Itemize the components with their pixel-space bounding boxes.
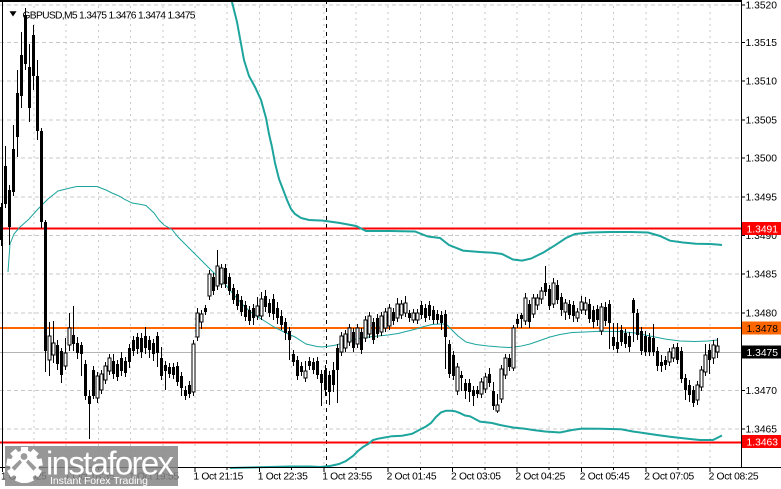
svg-text:1.3470: 1.3470 [746, 386, 778, 397]
svg-text:2 Oct 03:05: 2 Oct 03:05 [451, 472, 501, 483]
svg-text:1.3495: 1.3495 [746, 193, 778, 204]
svg-text:1.3478: 1.3478 [747, 324, 779, 335]
svg-text:2 Oct 05:45: 2 Oct 05:45 [580, 472, 630, 483]
svg-text:instaforex: instaforex [46, 445, 175, 482]
svg-text:1.3505: 1.3505 [746, 116, 778, 127]
svg-text:1.3491: 1.3491 [747, 224, 779, 235]
svg-text:1.3510: 1.3510 [746, 77, 778, 88]
svg-text:1.3463: 1.3463 [747, 437, 779, 448]
svg-text:1.3480: 1.3480 [746, 309, 778, 320]
svg-text:1.3520: 1.3520 [746, 1, 778, 12]
svg-text:2 Oct 01:45: 2 Oct 01:45 [387, 472, 437, 483]
svg-text:2 Oct 04:25: 2 Oct 04:25 [515, 472, 565, 483]
svg-text:GBPUSD,M5 1.3475 1.3476 1.3474: GBPUSD,M5 1.3475 1.3476 1.3474 1.3475 [23, 11, 196, 22]
svg-text:1 Oct 22:35: 1 Oct 22:35 [258, 472, 308, 483]
svg-text:1 Oct 23:55: 1 Oct 23:55 [322, 472, 372, 483]
svg-text:2 Oct 07:05: 2 Oct 07:05 [644, 472, 694, 483]
svg-text:2 Oct 08:25: 2 Oct 08:25 [709, 472, 759, 483]
svg-text:1.3485: 1.3485 [746, 270, 778, 281]
svg-text:1 Oct 21:15: 1 Oct 21:15 [193, 472, 243, 483]
svg-text:1.3490: 1.3490 [746, 231, 778, 242]
svg-text:1.3515: 1.3515 [746, 38, 778, 49]
svg-text:1.3500: 1.3500 [746, 154, 778, 165]
svg-text:Instant Forex Trading: Instant Forex Trading [50, 475, 148, 487]
svg-text:1.3465: 1.3465 [746, 425, 778, 436]
svg-text:1.3475: 1.3475 [747, 348, 779, 359]
